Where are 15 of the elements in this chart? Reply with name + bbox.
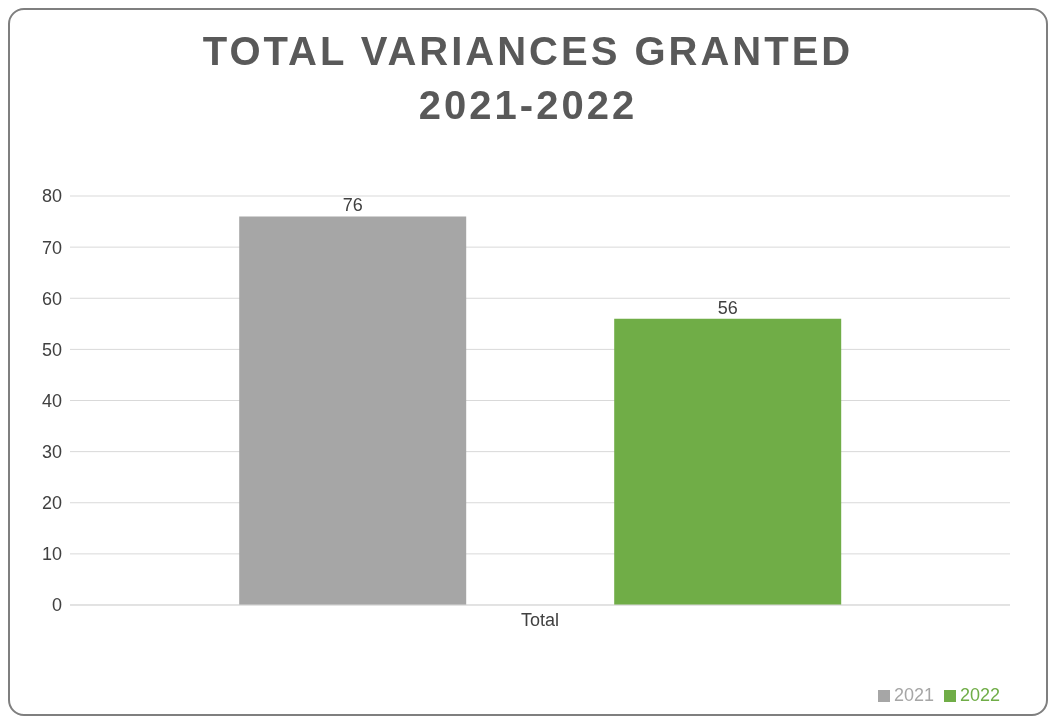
y-tick-label: 60 <box>41 288 62 309</box>
y-tick-label: 10 <box>41 544 62 565</box>
x-tick-label: Total <box>520 609 560 630</box>
data-label: 76 <box>342 195 363 216</box>
y-tick-label: 0 <box>51 595 62 616</box>
y-tick-label: 40 <box>41 390 62 411</box>
y-tick-label: 30 <box>41 442 62 463</box>
y-tick-label: 70 <box>41 237 62 258</box>
data-label: 56 <box>717 297 738 318</box>
legend-label: 2021 <box>893 685 934 705</box>
y-tick-label: 20 <box>41 493 62 514</box>
legend-label: 2022 <box>959 685 1000 705</box>
y-tick-label: 50 <box>41 339 62 360</box>
y-tick-label: 80 <box>41 186 62 207</box>
chart-title: TOTAL VARIANCES GRANTED 2021-2022 <box>201 28 855 129</box>
